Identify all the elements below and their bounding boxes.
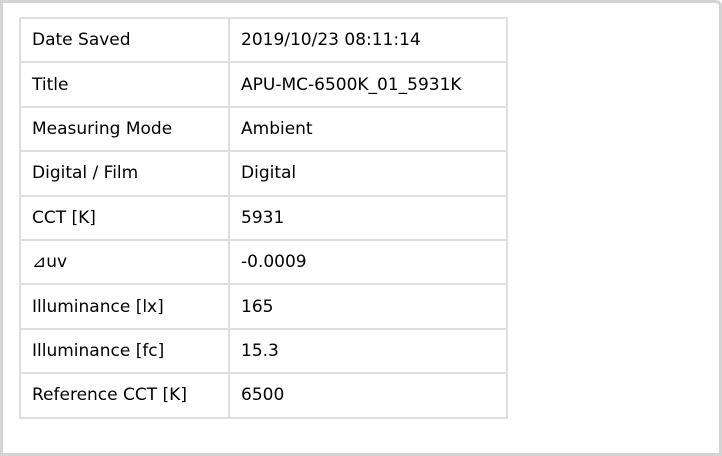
row-label: Title [19,61,230,108]
table-row: Measuring Mode Ambient [19,105,508,153]
row-value: 5931 [228,194,508,241]
row-label: Reference CCT [K] [19,372,230,419]
row-value: APU-MC-6500K_01_5931K [228,61,508,108]
table-row: Illuminance [lx] 165 [19,283,508,330]
row-value: Digital [228,150,508,197]
row-value: -0.0009 [228,238,508,286]
table-row: Reference CCT [K] 6500 [19,372,508,419]
row-value: Ambient [228,105,508,153]
row-label: CCT [K] [19,194,230,241]
row-label: Illuminance [lx] [19,283,230,330]
table-row: CCT [K] 5931 [19,194,508,241]
table-row: Illuminance [fc] 15.3 [19,327,508,375]
table-row: Title APU-MC-6500K_01_5931K [19,61,508,108]
table-row: Digital / Film Digital [19,150,508,197]
table-row: Date Saved 2019/10/23 08:11:14 [19,16,508,64]
row-label: ⊿uv [19,238,230,286]
row-label: Measuring Mode [19,105,230,153]
row-value: 15.3 [228,327,508,375]
table-row: ⊿uv -0.0009 [19,238,508,286]
row-value: 165 [228,283,508,330]
row-value: 6500 [228,372,508,419]
row-label: Illuminance [fc] [19,327,230,375]
measurement-table: Date Saved 2019/10/23 08:11:14 Title APU-MC… [19,16,508,419]
row-label: Digital / Film [19,150,230,197]
row-label: Date Saved [19,16,230,64]
row-value: 2019/10/23 08:11:14 [228,16,508,64]
